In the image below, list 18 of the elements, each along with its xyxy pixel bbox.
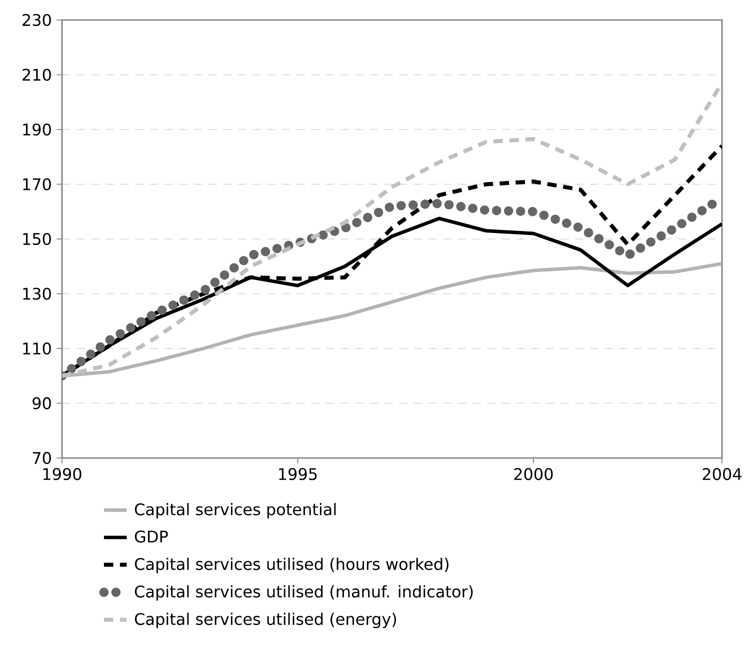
- x-tick-label: 1990: [43, 468, 82, 480]
- x-tick-label: 1995: [279, 468, 317, 480]
- legend-label: Capital services potential: [134, 503, 336, 518]
- legend-label: Capital services utilised (manuf. indicator): [134, 585, 473, 601]
- y-tick-label: 90: [32, 397, 51, 410]
- y-tick-label: 130: [23, 288, 51, 300]
- y-tick-label: 70: [32, 452, 51, 464]
- y-tick-label: 190: [23, 123, 51, 136]
- x-tick-label: 2000: [514, 468, 553, 480]
- y-tick-label: 110: [23, 342, 51, 355]
- y-tick-label: 150: [23, 232, 51, 246]
- y-tick-label: 210: [22, 68, 51, 81]
- y-tick-label: 170: [23, 178, 51, 190]
- legend-label: Capital services utilised (energy): [134, 612, 396, 628]
- x-tick-label: 2004: [702, 468, 742, 480]
- legend-label: Capital services utilised (hours worked): [134, 558, 448, 574]
- y-tick-label: 230: [22, 14, 51, 26]
- legend-label: GDP: [134, 530, 168, 543]
